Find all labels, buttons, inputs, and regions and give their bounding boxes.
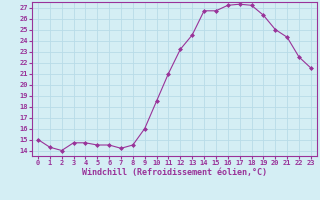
X-axis label: Windchill (Refroidissement éolien,°C): Windchill (Refroidissement éolien,°C) — [82, 168, 267, 177]
